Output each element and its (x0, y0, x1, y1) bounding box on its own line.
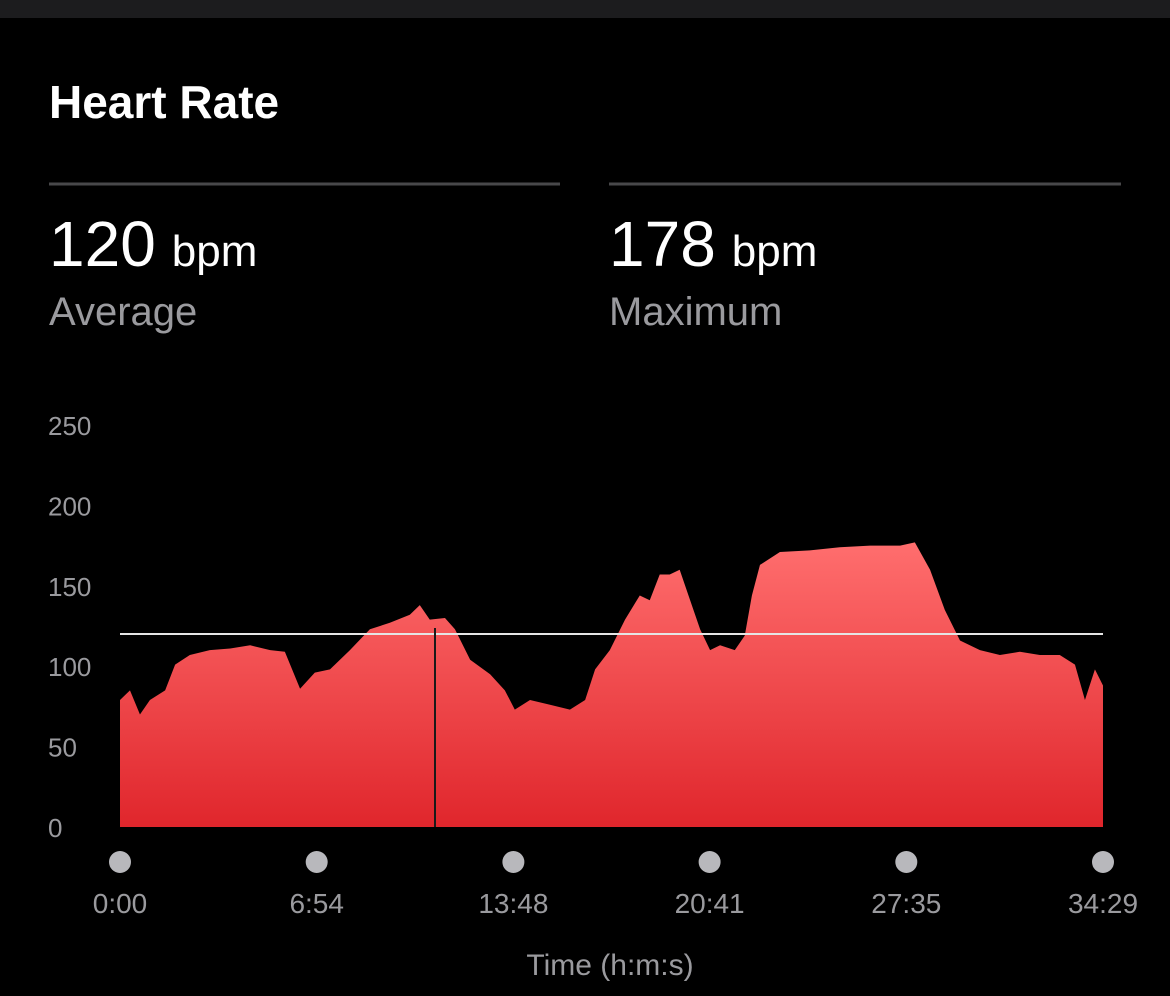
x-tick-label: 6:54 (289, 888, 344, 919)
x-tick-dot (305, 851, 328, 873)
heart-rate-area (120, 542, 1103, 827)
y-tick-label: 250 (48, 411, 91, 441)
x-tick-label: 34:29 (1068, 888, 1138, 919)
x-axis-title: Time (h:m:s) (526, 949, 693, 982)
x-tick-dot (502, 851, 525, 873)
y-tick-label: 0 (48, 813, 62, 843)
stat-number: 178 (609, 208, 716, 280)
stat-value: 120 bpm (49, 208, 257, 280)
x-tick-dot (1092, 851, 1114, 873)
x-tick-label: 13:48 (478, 888, 548, 919)
title: Heart Rate (49, 76, 279, 128)
top-bar (0, 0, 1170, 18)
stat-unit: bpm (172, 227, 258, 276)
stat-value: 178 bpm (609, 208, 817, 280)
x-tick-dot (698, 851, 721, 873)
stat-label: Maximum (609, 290, 782, 334)
x-tick-dot (109, 851, 131, 873)
y-tick-label: 150 (48, 572, 91, 602)
y-tick-label: 200 (48, 491, 91, 521)
x-tick-label: 20:41 (675, 888, 745, 919)
y-tick-label: 50 (48, 733, 77, 763)
x-tick-dot (895, 851, 918, 873)
stat-unit: bpm (732, 227, 818, 276)
y-tick-label: 100 (48, 652, 91, 682)
x-tick-label: 0:00 (93, 888, 148, 919)
stat-number: 120 (49, 208, 156, 280)
x-tick-label: 27:35 (871, 888, 941, 919)
stat-label: Average (49, 290, 197, 334)
